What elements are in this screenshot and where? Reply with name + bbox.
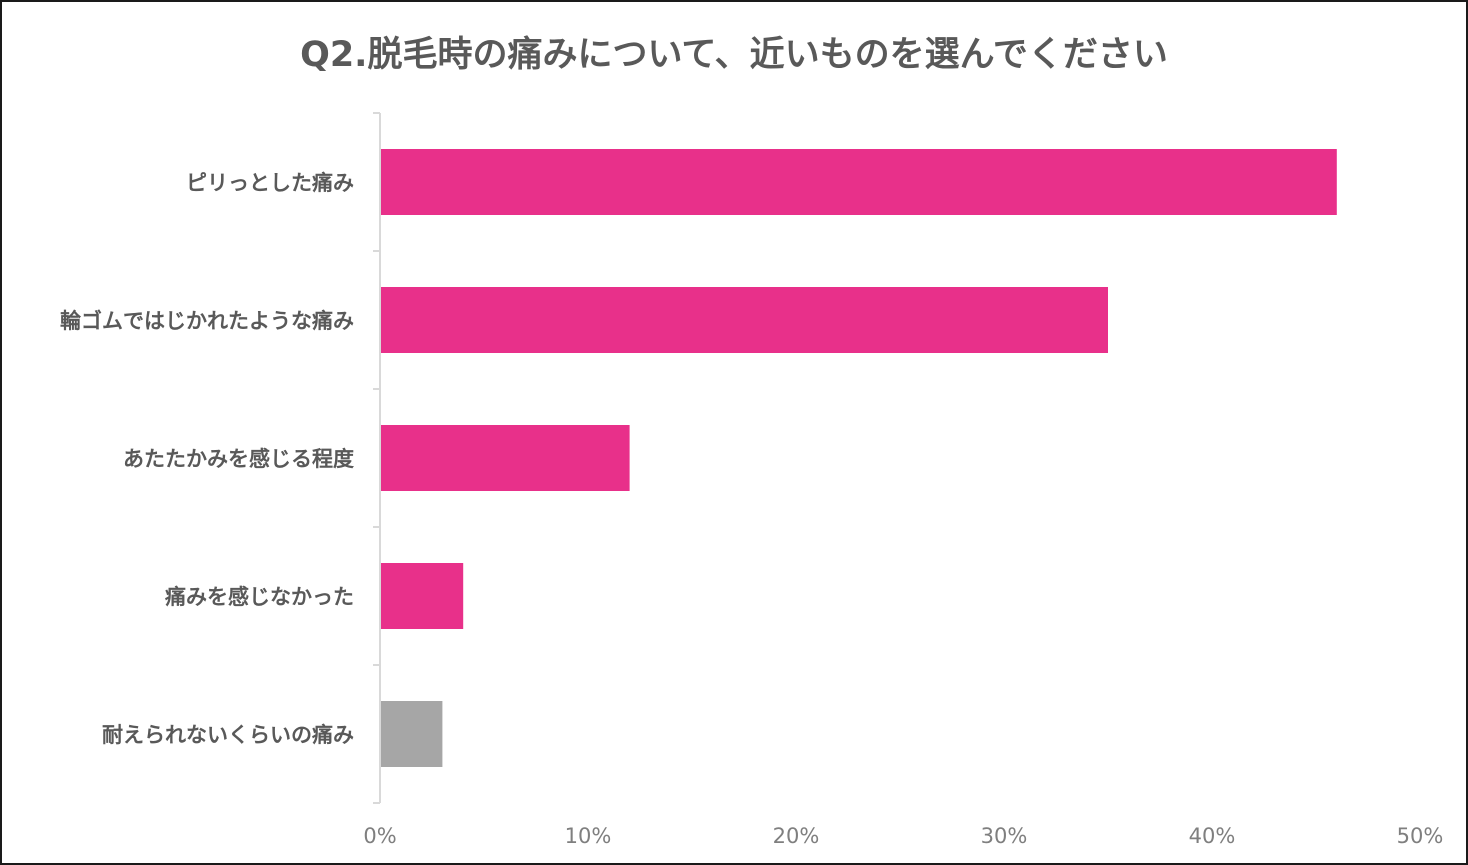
category-label: 痛みを感じなかった: [165, 585, 354, 609]
bar: [381, 425, 630, 491]
category-label: ピリっとした痛み: [186, 171, 354, 195]
bar: [381, 149, 1337, 215]
x-tick-label: 40%: [1189, 824, 1236, 848]
x-tick-label: 20%: [773, 824, 820, 848]
category-label: 耐えられないくらいの痛み: [102, 723, 354, 747]
x-tick-label: 50%: [1397, 824, 1444, 848]
category-label: あたたかみを感じる程度: [123, 447, 354, 471]
category-label: 輪ゴムではじかれたような痛み: [60, 309, 354, 333]
x-tick-label: 30%: [981, 824, 1028, 848]
bar: [381, 287, 1108, 353]
bar: [381, 563, 464, 629]
x-tick-label: 10%: [565, 824, 612, 848]
chart-title: Q2.脱毛時の痛みについて、近いものを選んでください: [300, 35, 1168, 75]
bar: [381, 701, 443, 767]
x-tick-label: 0%: [363, 824, 396, 848]
